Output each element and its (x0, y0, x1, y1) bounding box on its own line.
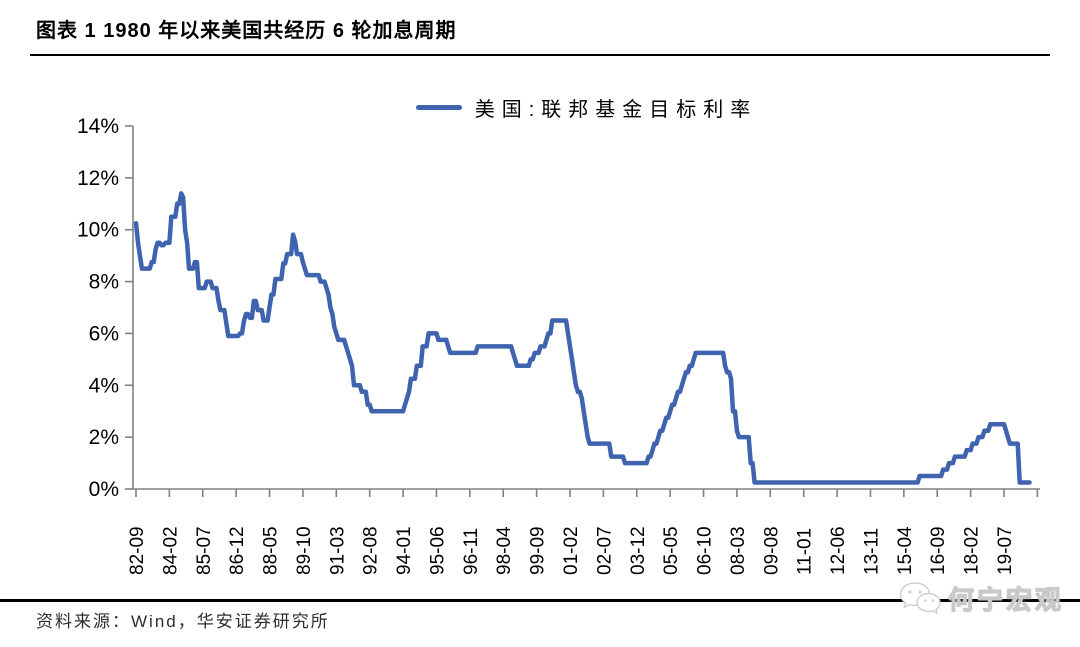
legend-label: 美国:联邦基金目标利率 (474, 98, 758, 121)
x-tick-label: 03-12 (628, 526, 649, 575)
x-tick-label: 01-02 (561, 526, 582, 575)
x-tick-label: 85-07 (194, 526, 215, 575)
x-tick-label: 18-02 (962, 526, 983, 575)
x-tick-label: 89-10 (294, 526, 315, 575)
x-tick-label: 84-02 (160, 526, 181, 575)
y-tick-label: 4% (89, 374, 119, 397)
x-tick-label: 96-11 (461, 528, 482, 575)
x-tick-label: 19-07 (995, 526, 1016, 575)
x-tick-label: 12-06 (828, 526, 849, 575)
x-tick-label: 88-05 (261, 526, 282, 575)
x-tick-label: 86-12 (227, 526, 248, 575)
bottom-divider (0, 599, 1080, 602)
x-tick-label: 08-03 (728, 526, 749, 575)
chart-legend: 美国:联邦基金目标利率 (133, 94, 1040, 121)
x-tick-label: 13-11 (861, 528, 882, 575)
y-tick-label: 6% (89, 322, 119, 345)
x-tick-label: 91-03 (327, 526, 348, 575)
x-tick-label: 16-09 (928, 526, 949, 575)
legend-line-swatch (415, 104, 462, 110)
watermark-text: 何宁宏观 (947, 585, 1064, 616)
x-tick-label: 06-10 (695, 526, 716, 575)
watermark: 何宁宏观 (898, 580, 1064, 617)
x-tick-label: 11-01 (795, 528, 816, 575)
source-note: 资料来源：Wind，华安证券研究所 (36, 612, 330, 631)
rate-line (133, 191, 1032, 485)
x-tick-label: 99-09 (528, 526, 549, 575)
x-tick-label: 95-06 (427, 526, 448, 575)
x-tick-labels: 82-09 84-02 85-07 86-12 88-05 89-10 91-03 92-08… (127, 526, 1016, 575)
axes (132, 126, 1040, 490)
y-tick-label: 2% (89, 426, 119, 449)
axis-ticks (125, 125, 1039, 497)
figure-title: 图表 1 1980 年以来美国共经历 6 轮加息周期 (36, 20, 457, 42)
x-tick-label: 15-04 (895, 526, 916, 575)
wechat-icon (899, 581, 941, 614)
y-tick-label: 14% (77, 115, 119, 138)
title-divider (30, 54, 1050, 56)
x-tick-label: 94-01 (394, 526, 415, 575)
y-tick-label: 10% (77, 219, 119, 242)
x-tick-label: 92-08 (361, 526, 382, 575)
x-tick-label: 09-08 (761, 526, 782, 575)
x-tick-label: 98-04 (494, 526, 515, 575)
x-tick-label: 02-07 (594, 526, 615, 575)
y-tick-label: 0% (89, 478, 119, 501)
x-tick-label: 05-05 (661, 526, 682, 575)
y-tick-labels: 0% 2% 4% 6% 8% 10% 12% 14% (77, 115, 119, 501)
y-tick-label: 8% (89, 271, 119, 294)
y-tick-label: 12% (77, 167, 119, 190)
x-tick-label: 82-09 (127, 526, 148, 575)
